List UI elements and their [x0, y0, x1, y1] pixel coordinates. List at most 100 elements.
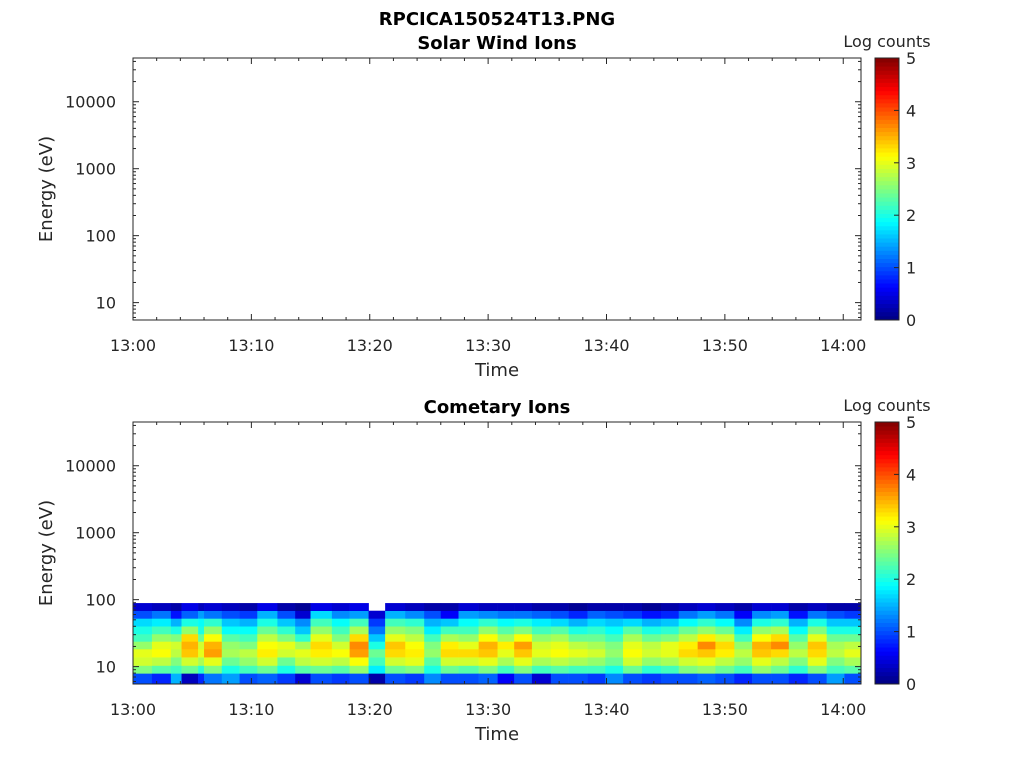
heatmap-cell — [349, 673, 369, 685]
heatmap-cell — [385, 610, 406, 619]
colorbar-segment — [875, 524, 899, 529]
heatmap-cell — [440, 610, 459, 619]
heatmap-cell — [331, 618, 350, 627]
colorbar-segment — [875, 115, 899, 120]
heatmap-cell — [170, 657, 182, 666]
heatmap-cell — [478, 665, 498, 674]
heatmap-cell — [514, 610, 533, 619]
heatmap-cell — [587, 641, 606, 650]
panel-title-cometary: Cometary Ions — [424, 397, 571, 418]
heatmap-cell — [807, 657, 827, 666]
heatmap-cell — [514, 673, 533, 685]
figure-title: RPCICA150524T13.PNG — [379, 9, 615, 30]
heatmap-cell — [405, 610, 425, 619]
colorbar-segment — [875, 536, 899, 542]
heatmap-cell — [660, 618, 680, 627]
heatmap-cell — [587, 673, 606, 685]
heatmap-cell — [295, 618, 311, 627]
colorbar-segment — [875, 270, 899, 276]
heatmap-cell — [221, 648, 240, 658]
colorbar-segment — [875, 577, 899, 583]
heatmap-cell — [642, 673, 662, 685]
heatmap-cell — [204, 610, 223, 619]
heatmap-cell — [204, 657, 223, 666]
heatmap-cell — [257, 673, 278, 685]
heatmap-cell — [349, 618, 369, 627]
heatmap-cell — [734, 610, 753, 619]
heatmap-cell — [458, 657, 479, 666]
heatmap-cell — [198, 673, 205, 685]
heatmap-cell — [752, 641, 772, 650]
heatmap-cell — [497, 618, 515, 627]
colorbar-segment — [875, 557, 899, 562]
colorbar-segment — [875, 638, 899, 644]
colorbar-segment — [875, 229, 899, 235]
heatmap-cell — [514, 648, 533, 658]
heatmap-cell — [568, 648, 588, 658]
heatmap-cell — [198, 641, 205, 650]
heatmap-cell — [605, 673, 624, 685]
heatmap-cell — [239, 626, 258, 635]
heatmap-cell — [440, 641, 459, 650]
heatmap-cell — [497, 603, 515, 611]
heatmap-cell — [568, 626, 588, 635]
heatmap-cell — [734, 641, 753, 650]
x-tick-label: 13:40 — [583, 700, 629, 719]
colorbar-segment — [875, 58, 899, 63]
heatmap-cell — [660, 626, 680, 635]
heatmap-cell — [752, 618, 772, 627]
heatmap-cell — [826, 626, 845, 635]
heatmap-cell — [257, 641, 278, 650]
colorbar-segment — [875, 238, 899, 243]
heatmap-cell — [181, 626, 199, 635]
heatmap-cell — [424, 603, 442, 611]
heatmap-cell — [198, 610, 205, 619]
heatmap-cell — [331, 641, 350, 650]
heatmap-cell — [295, 665, 311, 674]
heatmap-cell — [331, 665, 350, 674]
heatmap-cell — [440, 657, 459, 666]
y-tick-label: 10 — [96, 658, 116, 677]
colorbar-tick-label: 1 — [906, 623, 916, 642]
heatmap-cell — [771, 665, 790, 674]
colorbar-segment — [875, 663, 899, 669]
heatmap-cell — [514, 665, 533, 674]
heatmap-cell — [295, 673, 311, 685]
heatmap-cell — [826, 618, 845, 627]
heatmap-cell — [788, 665, 809, 674]
heatmap-cell — [277, 610, 296, 619]
heatmap-cell — [531, 657, 552, 666]
heatmap-cell — [277, 633, 296, 642]
heatmap-cell — [605, 648, 624, 658]
heatmap-cell — [204, 673, 223, 685]
x-tick-label: 13:00 — [110, 336, 156, 355]
colorbar-segment — [875, 483, 899, 488]
heatmap-cell — [424, 648, 442, 658]
colorbar-segment — [875, 283, 899, 288]
colorbar-segment — [875, 291, 899, 296]
colorbar-segment — [875, 491, 899, 497]
colorbar-segment — [875, 471, 899, 476]
heatmap-cell — [623, 633, 643, 642]
heatmap-cell — [239, 665, 258, 674]
heatmap-cell — [198, 657, 205, 666]
colorbar-segment — [875, 197, 899, 202]
heatmap-cell — [734, 626, 753, 635]
heatmap-cell — [295, 603, 311, 611]
colorbar-tick-label: 4 — [906, 465, 916, 484]
heatmap-cell — [151, 626, 172, 635]
heatmap-cell — [605, 665, 624, 674]
colorbar-segment — [875, 315, 899, 321]
heatmap-cell — [181, 673, 199, 685]
heatmap-cell — [349, 648, 369, 658]
y-tick-label: 10000 — [65, 93, 116, 112]
heatmap-cell — [550, 633, 569, 642]
colorbar-tick-label: 3 — [906, 518, 916, 537]
heatmap-cell — [568, 603, 588, 611]
heatmap-cell — [170, 626, 182, 635]
colorbar-segment — [875, 528, 899, 533]
heatmap-cell — [788, 633, 809, 642]
heatmap-cell — [715, 603, 735, 611]
colorbar-frame — [874, 57, 900, 321]
heatmap-cell — [715, 657, 735, 666]
